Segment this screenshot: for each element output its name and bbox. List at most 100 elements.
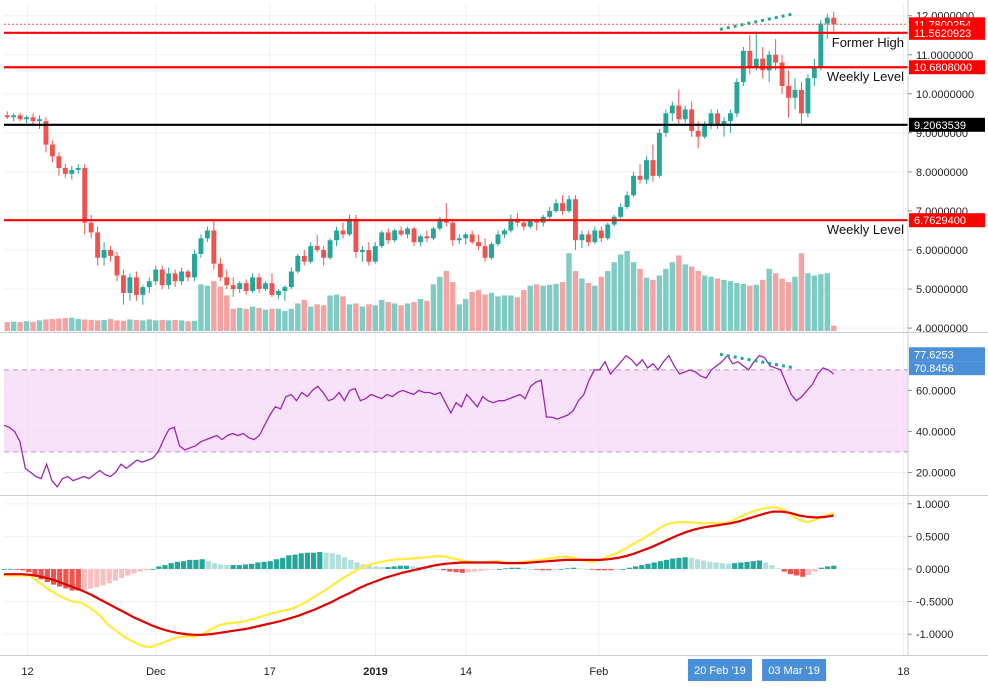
volume-bar — [553, 283, 559, 331]
volume-bar — [314, 304, 320, 331]
volume-bar — [30, 321, 36, 331]
macd-histogram-bar — [465, 568, 472, 573]
level-annotation: Former High — [832, 35, 904, 50]
candle-body — [489, 244, 494, 258]
level-price-label-bg — [909, 213, 985, 228]
candle-body — [359, 250, 365, 252]
macd-histogram-bar — [707, 561, 713, 569]
candle-body — [598, 230, 604, 239]
volume-bar — [185, 321, 191, 331]
volume-bar — [127, 319, 133, 331]
macd-histogram-bar — [632, 566, 639, 569]
volume-bar — [88, 319, 94, 331]
candle-body — [263, 283, 268, 290]
macd-histogram-bar — [552, 568, 558, 570]
level-price-label-bg — [909, 60, 985, 75]
candle-body — [366, 250, 372, 262]
volume-bar — [721, 279, 727, 331]
price-axis-tick-label: 40.0000 — [916, 426, 956, 438]
macd-histogram-bar — [44, 568, 50, 583]
macd-histogram-bar — [434, 568, 441, 570]
level-price-label-bg — [909, 25, 985, 40]
candle-body — [314, 246, 320, 250]
candle-body — [669, 105, 675, 114]
volume-bar — [514, 297, 521, 331]
time-axis-tick-label: 17 — [264, 666, 276, 678]
candle-body — [224, 277, 230, 286]
volume-bar — [153, 320, 159, 331]
macd-histogram-bar — [769, 565, 775, 569]
level-line-layer: Former High Weekly Level Weekly Level — [4, 12, 908, 237]
candle-layer[interactable] — [4, 11, 837, 305]
volume-bar — [82, 319, 88, 331]
macd-histogram-bar — [94, 568, 100, 588]
candle-body — [805, 78, 811, 114]
level-annotation: Weekly Level — [827, 222, 904, 237]
macd-histogram-bar — [441, 568, 447, 571]
macd-histogram-bar — [224, 565, 230, 569]
candle-body — [392, 230, 398, 241]
candle-body — [456, 238, 462, 241]
rsi-value-label: 70.8456 — [914, 363, 954, 375]
candle-body — [250, 277, 256, 291]
candle-body — [747, 50, 753, 67]
volume-bar — [282, 311, 288, 331]
candle-body — [818, 23, 824, 67]
macd-histogram-bar — [831, 565, 837, 569]
candle-body — [547, 210, 553, 217]
volume-bar — [62, 318, 69, 331]
volume-bar — [327, 295, 333, 331]
volume-bar — [114, 320, 120, 331]
volume-bar — [346, 304, 353, 331]
macd-histogram-bar — [626, 567, 633, 569]
price-axis-tick-label: 11.0000000 — [916, 50, 973, 62]
volume-bar — [107, 319, 114, 331]
volume-bar — [488, 292, 495, 331]
candle-body — [501, 230, 507, 235]
volume-bar — [398, 305, 404, 331]
volume-bar — [443, 271, 450, 331]
macd-histogram-bar — [620, 568, 626, 570]
volume-bar — [501, 295, 508, 331]
price-axis-tick-label: -0.5000 — [916, 597, 953, 609]
candle-body — [592, 230, 598, 243]
time-highlight-label: 03 Mar '19 — [768, 665, 820, 677]
macd-histogram-bar — [19, 568, 26, 571]
macd-histogram-bar — [348, 559, 354, 569]
candle-body — [605, 224, 611, 239]
candle-body — [127, 277, 133, 293]
time-axis-tick-label: Dec — [146, 666, 166, 678]
time-axis-tick-label: 2019 — [363, 666, 387, 678]
candle-body — [301, 255, 307, 262]
candle-body — [230, 285, 236, 290]
candle-body — [585, 234, 591, 243]
macd-histogram-bar — [521, 568, 527, 570]
macd-histogram-bar — [502, 568, 509, 570]
volume-bar — [630, 262, 637, 331]
macd-histogram-bar — [162, 565, 168, 569]
macd-histogram-bar — [267, 561, 273, 569]
candle-body — [288, 271, 294, 288]
volume-bar — [792, 276, 798, 331]
macd-histogram-bar — [471, 568, 478, 572]
volume-bar — [120, 320, 127, 331]
macd-histogram-bar — [385, 567, 391, 569]
macd-histogram-bar — [688, 557, 694, 569]
macd-histogram-bar — [484, 568, 490, 571]
macd-histogram-bar — [670, 558, 676, 569]
volume-bar — [249, 306, 256, 331]
macd-histogram-bar — [397, 565, 403, 569]
volume-bar — [456, 304, 462, 331]
volume-bar — [146, 319, 152, 331]
volume-bar — [69, 317, 75, 331]
volume-bar — [527, 285, 533, 331]
macd-histogram-bar — [168, 563, 174, 569]
macd-histogram-bar — [738, 562, 744, 569]
volume-bar — [508, 295, 514, 331]
volume-bar — [760, 279, 766, 331]
macd-histogram-bar — [589, 568, 595, 570]
candle-body — [172, 273, 178, 282]
price-label-layer: 11.780025411.562092310.68080009.20635396… — [909, 17, 985, 376]
